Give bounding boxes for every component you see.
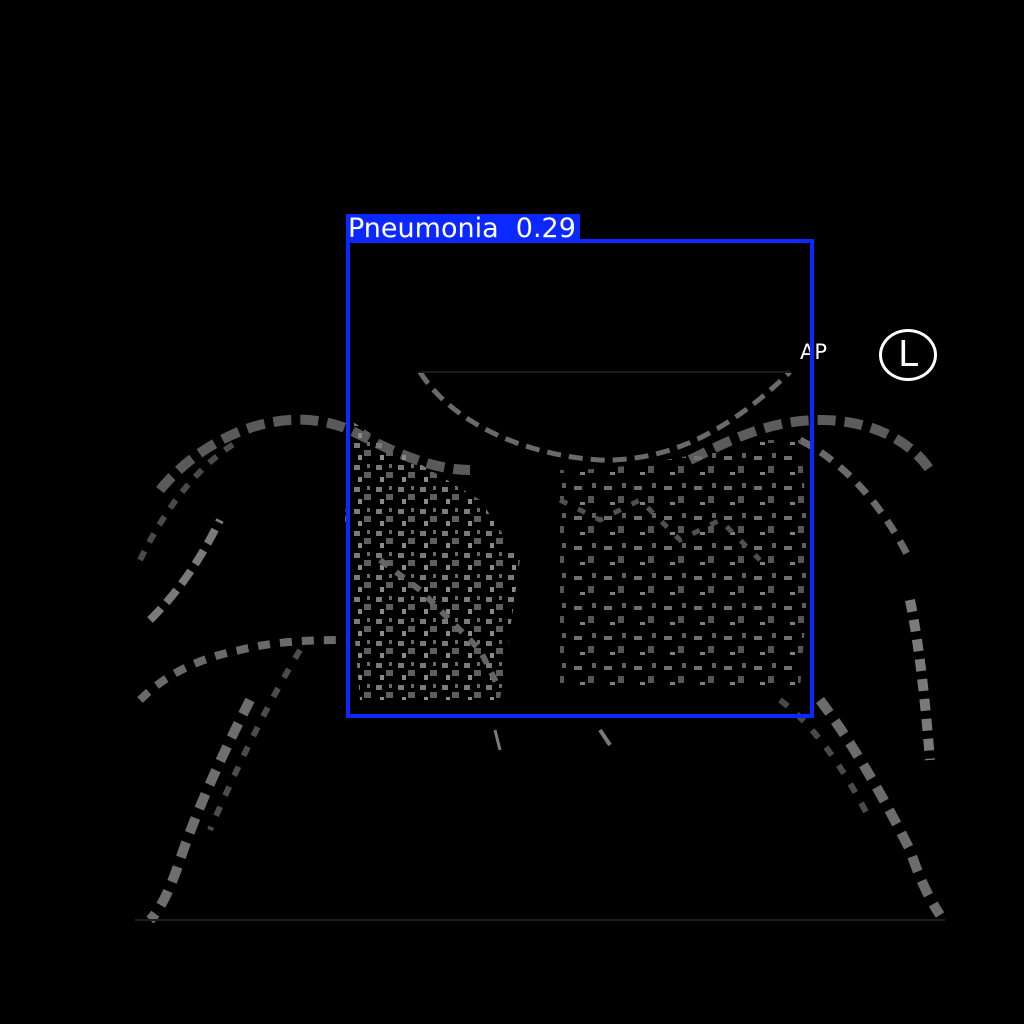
side-marker-letter: L <box>897 334 919 375</box>
side-marker-icon: L <box>879 329 937 381</box>
detection-label: Pneumonia 0.29 <box>346 214 580 243</box>
detection-bounding-box <box>346 239 814 718</box>
